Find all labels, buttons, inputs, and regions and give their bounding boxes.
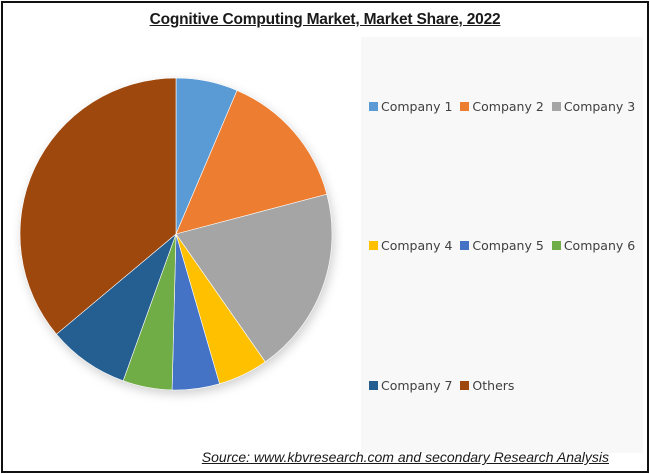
chart-title: Cognitive Computing Market, Market Share… [149, 11, 501, 28]
legend-label: Company 6 [563, 238, 636, 253]
legend-item-company-4: Company 4 [369, 238, 452, 253]
legend-label: Company 7 [381, 378, 453, 393]
legend-swatch-icon [369, 102, 378, 111]
legend-item-company-1: Company 1 [369, 99, 452, 114]
legend-label: Company 2 [472, 99, 544, 114]
legend-swatch-icon [551, 241, 561, 250]
pie-slice-others [19, 77, 177, 335]
legend-item-company-3: Company 3 [551, 99, 636, 114]
legend-item-company-2: Company 2 [460, 99, 544, 114]
legend: Company 1 Company 2 Company 3 Company 4 … [361, 37, 643, 453]
legend-item-company-6: Company 6 [551, 238, 636, 253]
legend-swatch-icon [369, 241, 378, 250]
legend-row-1: Company 1 Company 2 Company 3 [369, 99, 643, 114]
legend-label: Company 4 [381, 238, 453, 253]
legend-label: Company 1 [381, 99, 453, 114]
legend-label: Others [472, 378, 515, 393]
legend-item-others: Others [460, 378, 514, 393]
legend-label: Company 5 [472, 238, 544, 253]
legend-item-company-5: Company 5 [460, 238, 544, 253]
legend-row-3: Company 7 Others [369, 378, 522, 393]
legend-row-2: Company 4 Company 5 Company 6 [369, 238, 643, 253]
legend-swatch-icon [460, 241, 470, 250]
legend-label: Company 3 [563, 99, 636, 114]
pie-svg [19, 77, 333, 391]
legend-swatch-icon [369, 381, 378, 390]
legend-swatch-icon [551, 102, 561, 111]
legend-swatch-icon [460, 381, 470, 390]
pie-chart [9, 67, 343, 401]
legend-item-company-7: Company 7 [369, 378, 452, 393]
legend-swatch-icon [460, 102, 470, 111]
pie-slice-company-2 [175, 90, 328, 235]
source-note: Source: www.kbvresearch.com and secondar… [201, 449, 609, 465]
pie-slice-company-3 [175, 193, 333, 363]
